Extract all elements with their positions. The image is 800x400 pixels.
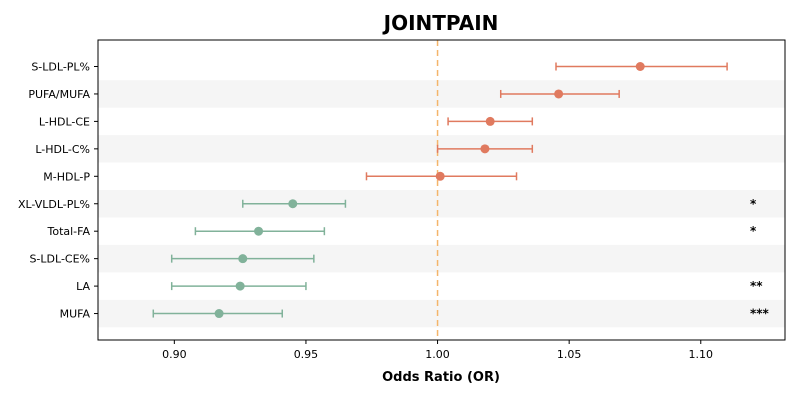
y-tick-label: S-LDL-CE% <box>29 253 90 266</box>
data-rows: ******* <box>152 62 770 321</box>
or-point <box>235 281 245 291</box>
chart-title: JOINTPAIN <box>382 11 499 35</box>
or-point <box>554 89 564 99</box>
x-tick-label: 1.00 <box>425 348 450 361</box>
y-tick-label: L-HDL-CE <box>39 115 90 128</box>
significance-marker: * <box>750 197 757 211</box>
row-bands <box>98 80 785 328</box>
forest-row <box>152 309 284 319</box>
forest-row <box>499 89 620 99</box>
y-tick-label: LA <box>76 280 90 293</box>
forest-row <box>194 226 326 236</box>
or-point <box>635 62 645 71</box>
y-tick-label: Total-FA <box>46 225 90 238</box>
forest-row <box>447 116 534 126</box>
or-point <box>485 116 495 126</box>
y-tick-label: XL-VLDL-PL% <box>18 198 90 211</box>
x-tick-label: 1.05 <box>557 348 582 361</box>
forest-row <box>436 144 534 154</box>
y-tick-label: S-LDL-PL% <box>31 61 90 74</box>
plot-frame <box>97 39 786 341</box>
x-tick-label: 0.95 <box>294 348 319 361</box>
x-axis-label: Odds Ratio (OR) <box>382 370 500 385</box>
forest-row <box>170 281 307 291</box>
row-band <box>98 80 785 108</box>
row-band <box>98 190 785 218</box>
y-tick-label: M-HDL-P <box>43 170 90 183</box>
or-point <box>288 199 298 209</box>
x-tick-label: 1.10 <box>689 348 714 361</box>
y-tick-label: MUFA <box>60 308 91 321</box>
or-point <box>480 144 490 154</box>
or-point <box>254 226 264 236</box>
forest-row <box>365 171 518 181</box>
axes: S-LDL-PL% PUFA/MUFA L-HDL-CE L-HDL-C% M-HDL-… <box>18 39 786 361</box>
or-point <box>238 254 248 264</box>
or-point <box>435 171 445 181</box>
significance-marker: ** <box>750 279 763 293</box>
forest-row <box>242 199 347 209</box>
significance-marker: *** <box>750 307 770 321</box>
x-tick-label: 0.90 <box>162 348 187 361</box>
or-point <box>214 309 224 319</box>
y-tick-label: PUFA/MUFA <box>28 88 90 101</box>
forest-row <box>555 62 728 71</box>
significance-marker: * <box>750 224 757 238</box>
y-tick-label: L-HDL-C% <box>35 143 90 156</box>
forest-row <box>170 254 315 264</box>
